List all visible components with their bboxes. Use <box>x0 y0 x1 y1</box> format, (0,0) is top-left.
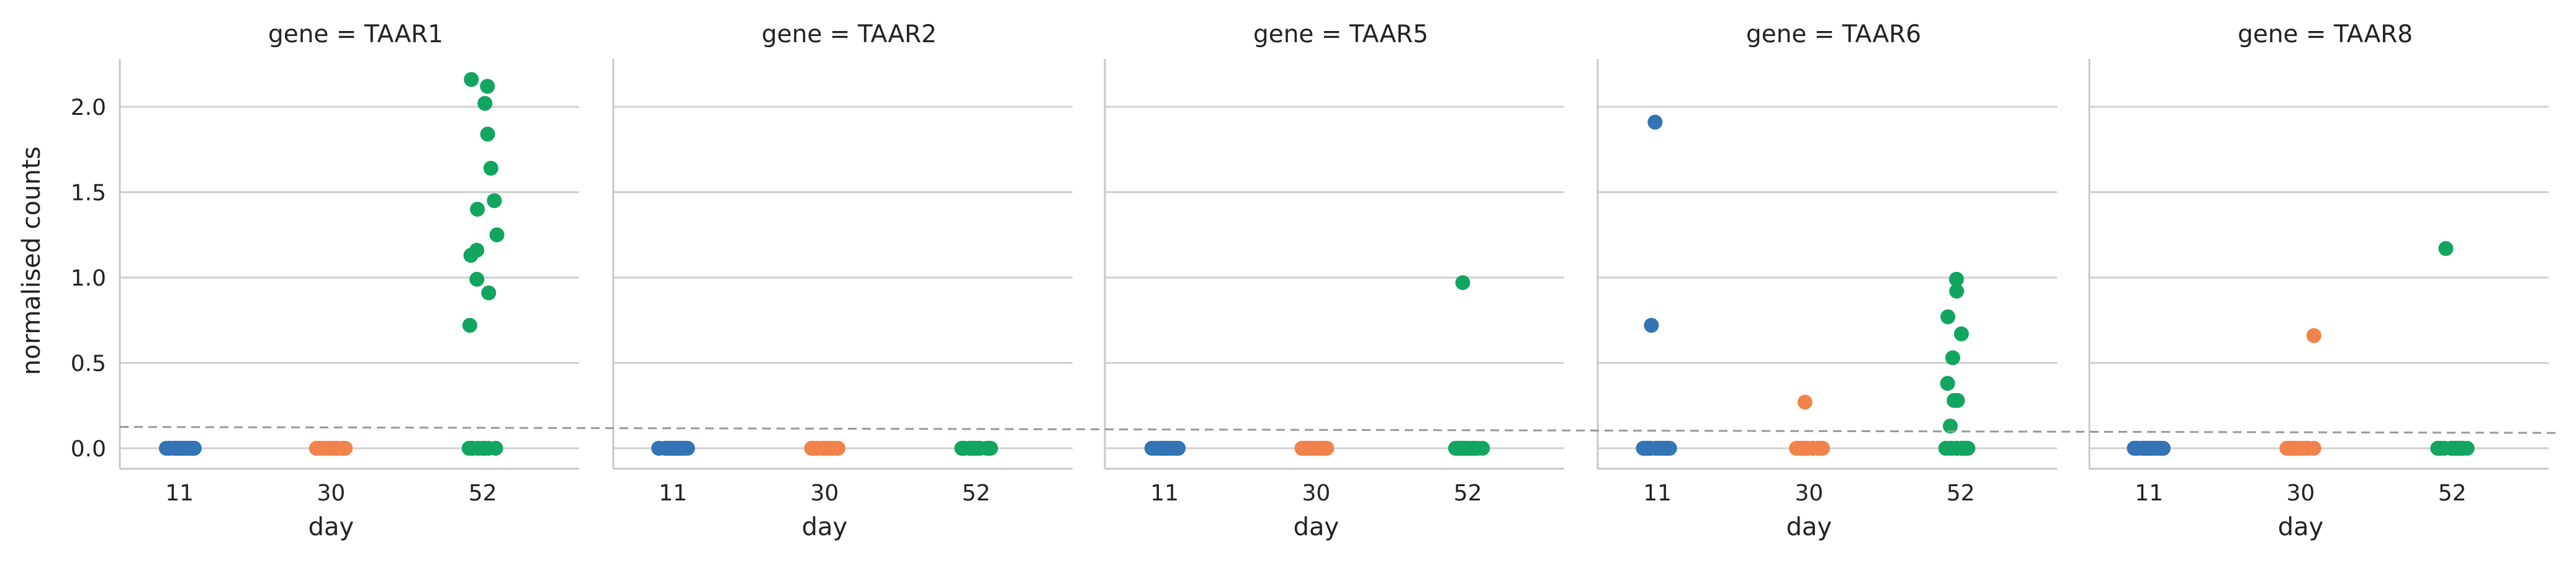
x-tick-label: 11 <box>1643 481 1672 506</box>
data-point <box>1797 394 1813 410</box>
data-point <box>1950 393 1965 408</box>
data-point <box>1639 441 1654 456</box>
y-axis-title: normalised counts <box>17 147 46 376</box>
x-tick-label: 30 <box>2286 481 2315 506</box>
data-point <box>1945 350 1960 366</box>
x-tick-label: 52 <box>962 481 991 506</box>
x-tick-label: 30 <box>1302 481 1330 506</box>
x-tick-label: 30 <box>317 481 345 506</box>
data-point <box>1798 441 1813 456</box>
data-point <box>1659 441 1674 456</box>
data-point <box>1957 441 1972 456</box>
data-point <box>487 193 502 209</box>
data-point <box>480 79 495 94</box>
data-point <box>489 227 505 243</box>
data-point <box>804 441 819 456</box>
x-tick-label: 30 <box>810 481 839 506</box>
data-point <box>2139 441 2155 456</box>
data-point <box>481 441 497 456</box>
data-point <box>1318 441 1334 456</box>
data-point <box>176 441 192 456</box>
data-point <box>2295 441 2311 456</box>
data-point <box>1940 376 1955 391</box>
data-point <box>2306 328 2322 343</box>
data-point <box>972 441 988 456</box>
x-tick-label: 30 <box>1795 481 1823 506</box>
facet-panel: gene = TAAR2 11 30 52 day <box>612 20 1073 541</box>
data-point <box>466 441 481 456</box>
data-point <box>2444 441 2459 456</box>
data-point <box>1145 441 1161 456</box>
data-point <box>329 441 345 456</box>
facet-title: gene = TAAR1 <box>268 20 443 48</box>
data-point <box>463 248 479 263</box>
facet-title: gene = TAAR2 <box>762 20 937 48</box>
data-point <box>1942 418 1958 434</box>
data-point <box>816 441 832 456</box>
data-point <box>1940 309 1956 325</box>
facet-panel: gene = TAAR6 11 30 52 day <box>1596 20 2057 541</box>
data-point <box>1169 441 1185 456</box>
facet-panel: gene = TAAR8 11 30 52 day <box>2088 20 2549 541</box>
x-tick-label: 52 <box>1947 481 1975 506</box>
facet-title: gene = TAAR5 <box>1253 20 1428 48</box>
data-point <box>652 441 667 456</box>
facet-panel: gene = TAAR5 11 30 52 day <box>1104 20 1564 541</box>
data-point <box>483 161 498 176</box>
x-axis-title: day <box>1786 513 1832 541</box>
data-point <box>1949 284 1965 299</box>
y-tick-label: 1.0 <box>71 266 106 291</box>
facet-panel: gene = TAAR1 0.0 0.5 1.0 1.5 2.0 11 30 52 day <box>71 20 579 541</box>
data-point <box>1302 441 1317 456</box>
x-axis-title: day <box>1294 513 1340 541</box>
data-point <box>480 127 495 142</box>
facet-title: gene = TAAR6 <box>1746 20 1921 48</box>
data-point <box>1644 318 1659 333</box>
y-tick-label: 0.5 <box>71 351 106 377</box>
data-point <box>954 441 970 456</box>
data-point <box>1455 275 1470 291</box>
threshold-line <box>119 426 2558 434</box>
data-point <box>1647 114 1663 130</box>
data-point <box>982 441 998 456</box>
data-point <box>481 285 497 301</box>
data-point <box>2433 441 2449 456</box>
data-point <box>477 96 493 111</box>
x-tick-label: 11 <box>1150 481 1179 506</box>
y-tick-label: 1.5 <box>71 181 106 206</box>
data-point <box>1942 441 1958 456</box>
x-tick-label: 11 <box>2135 481 2163 506</box>
data-point <box>462 318 477 333</box>
data-point <box>676 441 691 456</box>
x-axis-title: day <box>308 513 354 541</box>
data-point <box>2155 441 2171 456</box>
data-point <box>1157 441 1173 456</box>
x-tick-label: 52 <box>1454 481 1482 506</box>
data-point <box>2282 441 2298 456</box>
x-tick-label: 52 <box>2438 481 2467 506</box>
threshold-overlay <box>119 426 2558 434</box>
data-point <box>470 202 485 217</box>
facet-title: gene = TAAR8 <box>2238 20 2413 48</box>
y-tick-label: 0.0 <box>71 436 106 462</box>
x-tick-label: 11 <box>659 481 687 506</box>
x-axis-title: day <box>802 513 848 541</box>
x-tick-label: 52 <box>469 481 497 506</box>
data-point <box>1953 326 1969 341</box>
data-point <box>1948 271 1964 287</box>
x-axis-title: day <box>2278 513 2324 541</box>
data-point <box>1457 441 1472 456</box>
x-tick-label: 11 <box>165 481 194 506</box>
data-point <box>2438 241 2454 256</box>
data-point <box>464 72 479 87</box>
y-tick-label: 2.0 <box>71 95 106 120</box>
data-point <box>469 271 485 287</box>
